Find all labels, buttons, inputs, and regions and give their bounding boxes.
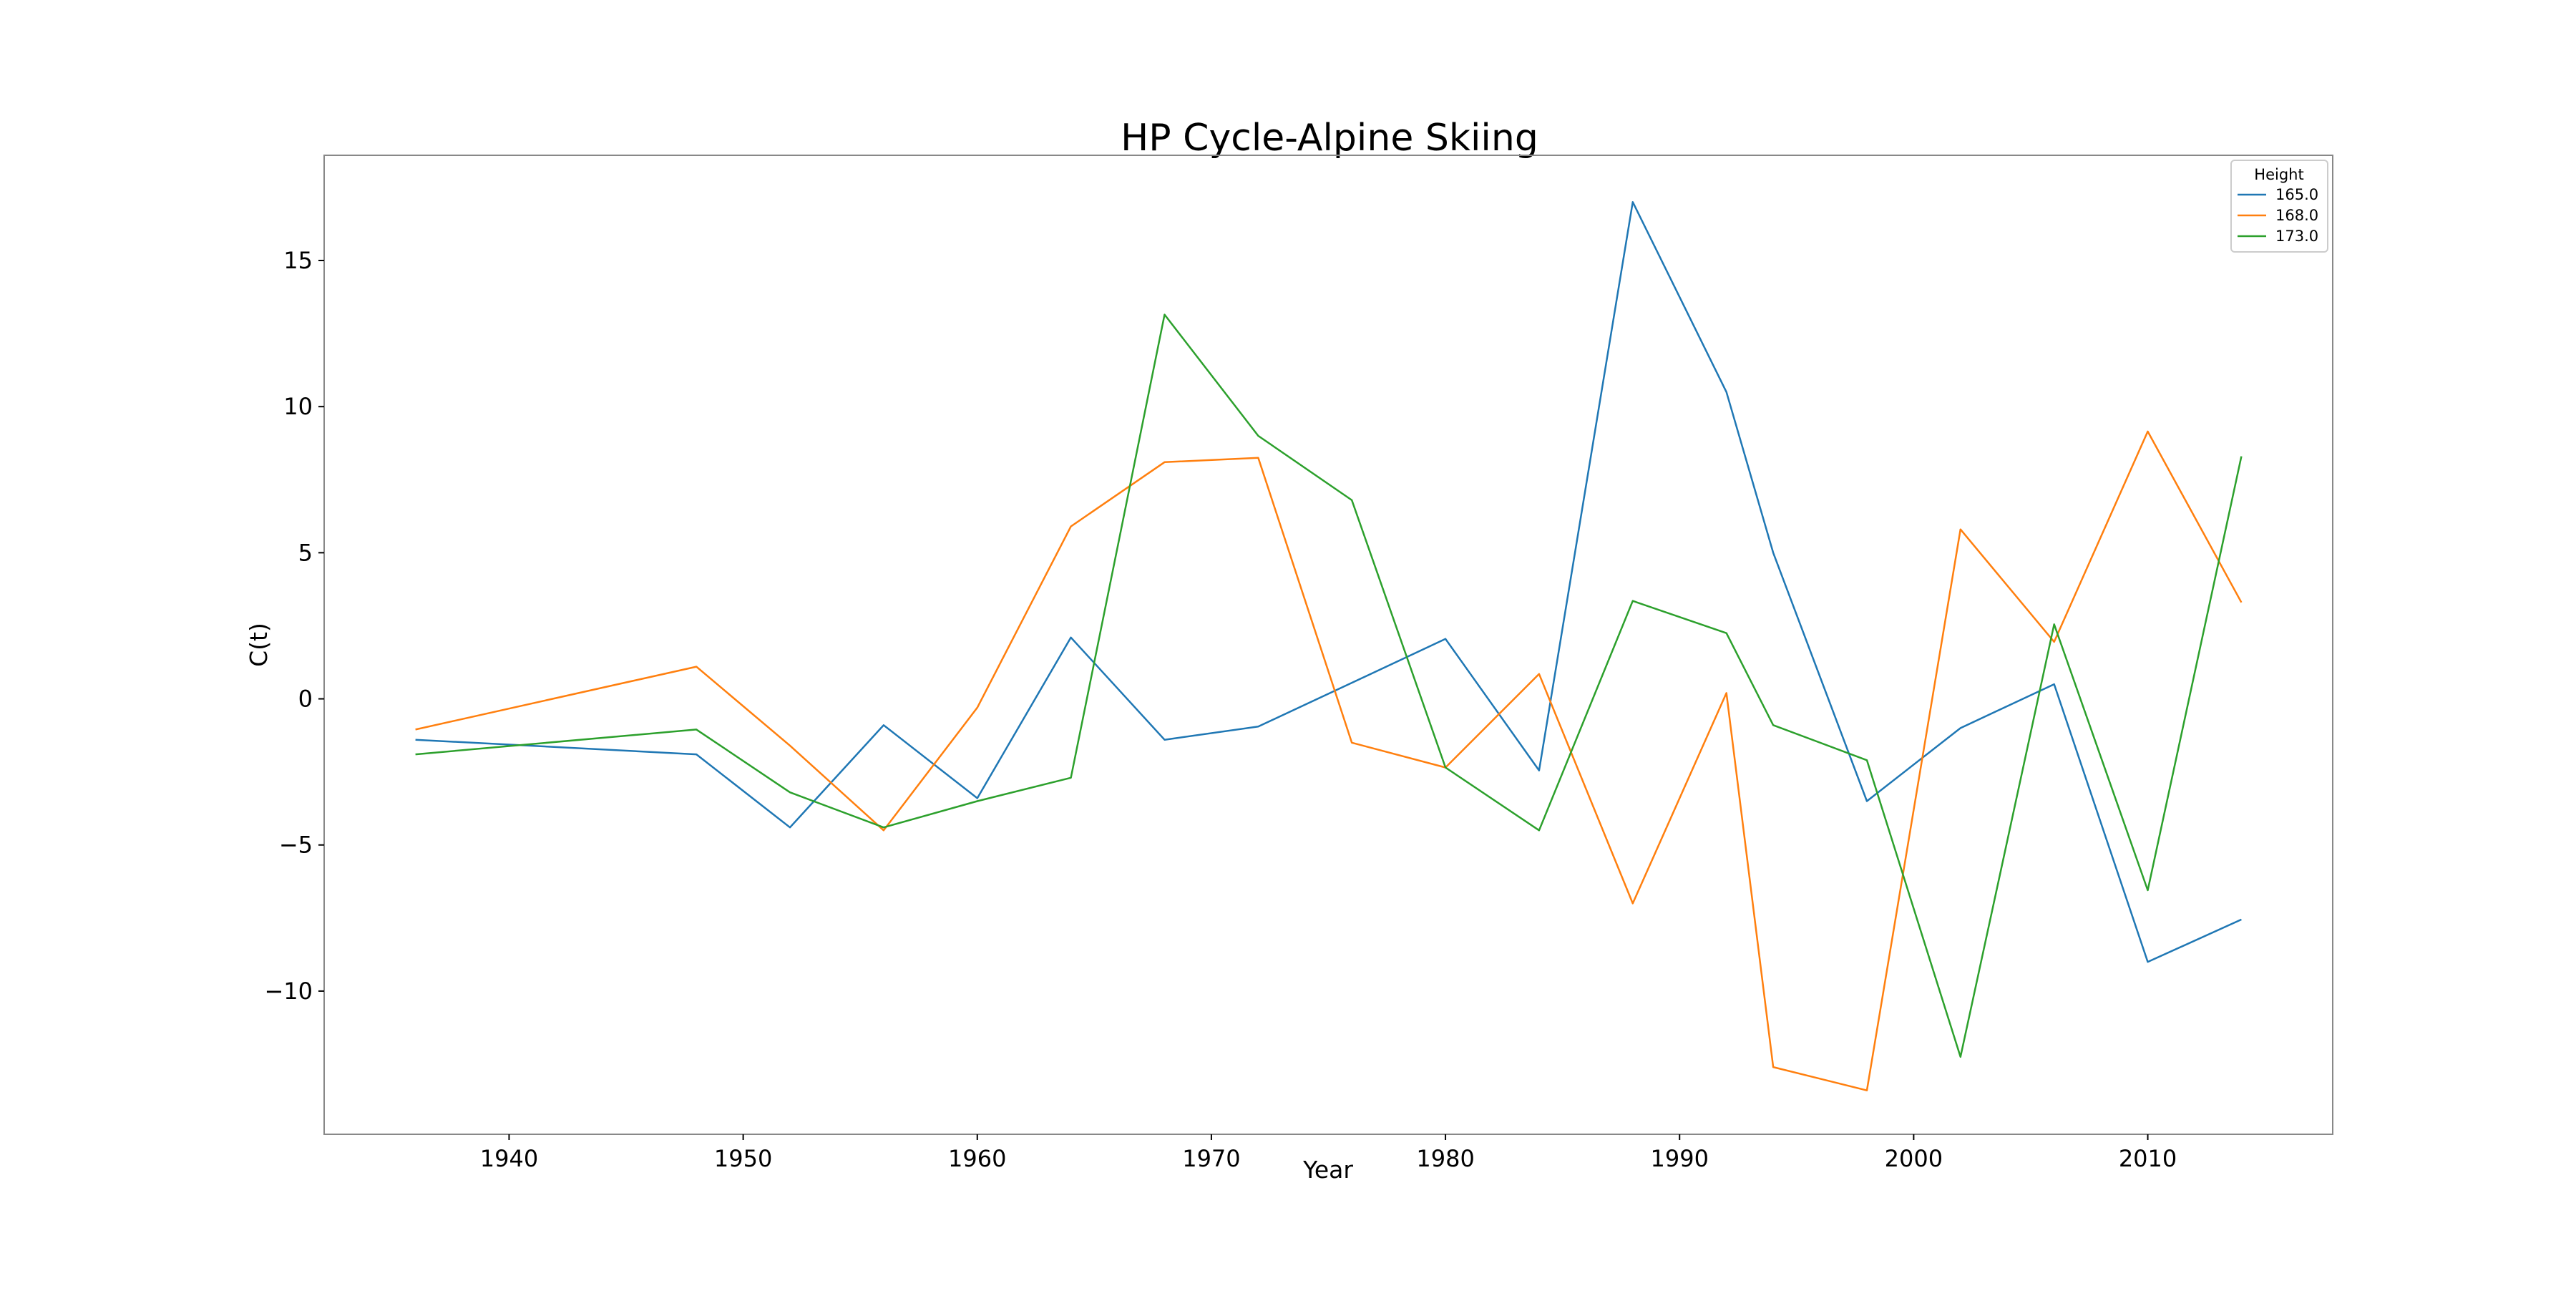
legend-title: Height xyxy=(2254,166,2303,183)
y-tick-label: 10 xyxy=(283,393,313,420)
x-tick-label: 2000 xyxy=(1885,1145,1943,1172)
plot-frame xyxy=(323,155,2333,1135)
series-line-173-0 xyxy=(415,313,2243,1058)
y-axis-ticks: −10 −5 0 5 10 15 xyxy=(264,247,324,1005)
x-tick-label: 1960 xyxy=(948,1145,1006,1172)
y-tick-label: 5 xyxy=(298,539,313,566)
x-axis-ticks: 1940 1950 1960 1970 1980 1990 2000 2010 xyxy=(480,1134,2177,1172)
x-tick-label: 1950 xyxy=(714,1145,772,1172)
x-tick-label: 1990 xyxy=(1651,1145,1709,1172)
series-line-168-0 xyxy=(415,430,2243,1091)
series-line-165-0 xyxy=(415,201,2242,963)
x-tick-label: 1940 xyxy=(480,1145,538,1172)
x-tick-label: 1970 xyxy=(1182,1145,1240,1172)
y-tick-label: 0 xyxy=(298,686,313,713)
legend: Height 165.0 168.0 173.0 xyxy=(2230,160,2328,253)
chart-title: HP Cycle-Alpine Skiing xyxy=(1121,117,1538,160)
y-axis-label: C(t) xyxy=(245,623,273,667)
y-tick-label: −5 xyxy=(279,832,313,859)
plot-area xyxy=(415,201,2243,1091)
legend-box xyxy=(2230,160,2328,253)
x-tick-label: 1980 xyxy=(1416,1145,1474,1172)
legend-label: 168.0 xyxy=(2275,207,2318,224)
y-tick-label: −10 xyxy=(264,978,313,1005)
legend-label: 173.0 xyxy=(2275,228,2318,245)
legend-label: 165.0 xyxy=(2275,186,2318,203)
x-axis-label: Year xyxy=(1302,1156,1353,1184)
y-tick-label: 15 xyxy=(283,247,313,274)
x-tick-label: 2010 xyxy=(2119,1145,2177,1172)
legend-items: 165.0 168.0 173.0 xyxy=(2238,186,2318,245)
